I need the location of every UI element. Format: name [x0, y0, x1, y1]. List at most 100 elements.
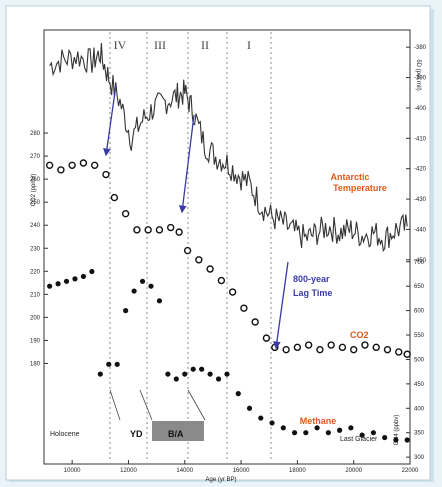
- stage-bar: Holocene YD B/A Last Glacier: [50, 389, 378, 443]
- methane-point-14: [165, 371, 171, 377]
- methane-point-22: [235, 391, 241, 397]
- right-bottom-tick-label-2: 600: [414, 309, 425, 315]
- methane-point-8: [114, 361, 120, 367]
- annotation-co2: CO2: [350, 330, 369, 340]
- methane-point-36: [393, 437, 399, 443]
- co2-point-14: [195, 256, 203, 264]
- co2-point-24: [304, 341, 313, 349]
- methane-point-30: [325, 430, 331, 436]
- methane-point-26: [280, 425, 286, 431]
- left-tick-label-5: 230: [30, 246, 41, 252]
- methane-point-31: [337, 427, 343, 433]
- methane-point-28: [303, 430, 309, 436]
- methane-point-5: [89, 268, 95, 275]
- right-bottom-tick-label-8: 300: [414, 455, 425, 461]
- annotation-lag-line2: Lag Time: [293, 288, 332, 298]
- left-tick-label-8: 200: [30, 315, 41, 321]
- right-top-tick-label-1: -390: [414, 76, 427, 82]
- co2-point-8: [133, 226, 141, 234]
- stage-glacial: Last Glacier: [340, 436, 378, 443]
- annotation-antarctic-line1: Antarctic: [330, 172, 369, 182]
- period-label-iii: III: [154, 38, 166, 52]
- left-axis-label: CO2 (ppmv): [31, 174, 37, 207]
- left-tick-label-7: 210: [30, 292, 41, 298]
- methane-point-9: [123, 308, 129, 314]
- methane-point-23: [246, 405, 253, 411]
- series-line-antarctic-temperature: [49, 42, 408, 253]
- right-axis-bottom-label: CH4 (ppbv): [394, 415, 400, 446]
- right-top-tick-label-3: -410: [414, 136, 427, 142]
- methane-point-16: [182, 371, 188, 377]
- co2-point-9: [144, 226, 152, 234]
- co2-point-26: [327, 341, 335, 349]
- period-label-iv: IV: [114, 38, 127, 52]
- right-bottom-tick-label-3: 550: [414, 333, 425, 339]
- x-tick-label-3: 16000: [233, 468, 250, 474]
- right-bottom-tick-label-5: 450: [414, 382, 425, 388]
- left-tick-label-0: 280: [30, 131, 41, 137]
- co2-point-11: [166, 223, 175, 232]
- lag-arrow-1: [103, 84, 117, 157]
- right-top-tick-label-4: -420: [414, 167, 427, 173]
- x-tick-label-1: 12000: [120, 468, 137, 474]
- x-tick-label-6: 22000: [402, 468, 419, 474]
- left-tick-label-9: 190: [30, 338, 41, 344]
- stage-yd: YD: [130, 429, 143, 439]
- methane-point-15: [173, 376, 179, 382]
- lag-arrows: [103, 84, 289, 350]
- co2-point-16: [217, 276, 226, 285]
- right-bottom-tick-label-1: 650: [414, 284, 425, 290]
- methane-point-33: [359, 432, 365, 438]
- co2-point-7: [121, 209, 130, 218]
- right-top-tick-label-2: -400: [414, 106, 427, 112]
- co2-point-22: [282, 345, 290, 354]
- right-axis-top-label: δD (per mil): [415, 59, 421, 90]
- right-top-tick-label-7: -450: [414, 258, 427, 264]
- co2-point-2: [68, 161, 76, 170]
- co2-point-5: [102, 170, 110, 179]
- co2-point-29: [361, 341, 369, 349]
- methane-point-4: [80, 273, 87, 280]
- co2-point-23: [293, 343, 302, 352]
- left-tick-label-3: 250: [30, 200, 41, 206]
- left-tick-label-10: 180: [30, 361, 41, 367]
- methane-point-19: [207, 371, 213, 377]
- co2-point-33: [403, 350, 411, 358]
- lag-arrow-2: [178, 114, 195, 214]
- co2-point-28: [349, 345, 358, 354]
- co2-point-17: [228, 288, 237, 296]
- period-labels: IV III II I: [114, 38, 251, 52]
- methane-point-21: [224, 371, 230, 377]
- left-tick-label-6: 220: [30, 269, 41, 275]
- stage-holocene: Holocene: [50, 431, 80, 438]
- period-label-ii: II: [201, 38, 209, 52]
- methane-point-24: [258, 415, 264, 421]
- methane-point-37: [404, 437, 410, 443]
- right-bottom-tick-label-4: 500: [414, 357, 425, 363]
- annotation-methane: Methane: [300, 416, 337, 426]
- co2-point-18: [240, 304, 248, 312]
- ba-box: [152, 421, 204, 441]
- period-label-i: I: [247, 38, 251, 52]
- methane-point-7: [106, 361, 112, 367]
- methane-point-17: [190, 366, 196, 372]
- left-tick-label-4: 240: [30, 223, 41, 229]
- methane-point-34: [370, 430, 376, 436]
- right-top-tick-label-5: -430: [414, 197, 427, 203]
- co2-point-25: [316, 345, 324, 354]
- methane-point-20: [215, 376, 222, 382]
- right-axis-bottom: 700 650 600 550 500 450 400 350 300: [406, 260, 425, 461]
- x-axis: 10000 12000 14000 16000 18000 20000 22000: [64, 460, 419, 474]
- series-methane-points: [47, 268, 410, 443]
- co2-point-19: [251, 318, 259, 326]
- right-axis-top: -380 -390 -400 -410 -420 -430 -440 -450: [406, 45, 427, 264]
- methane-point-25: [269, 420, 275, 426]
- co2-point-12: [175, 228, 183, 236]
- methane-point-18: [199, 366, 205, 372]
- co2-point-1: [57, 166, 65, 174]
- methane-point-10: [131, 288, 137, 294]
- panel: [5, 5, 431, 481]
- x-tick-label-2: 14000: [176, 468, 193, 474]
